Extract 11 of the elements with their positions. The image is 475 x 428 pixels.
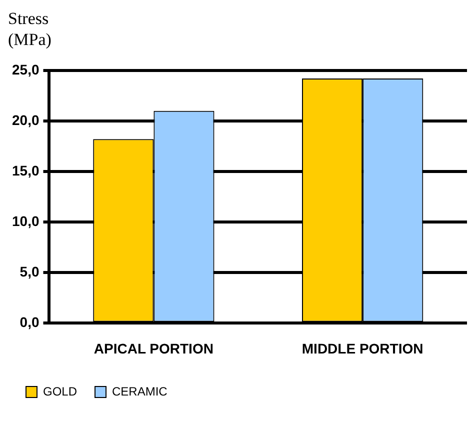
- x-tick-label: MIDDLE PORTION: [302, 340, 424, 356]
- legend-label: CERAMIC: [112, 384, 168, 398]
- legend-label: GOLD: [43, 384, 78, 398]
- y-tick-label: 5,0: [20, 264, 40, 280]
- y-tick-label: 20,0: [12, 112, 40, 128]
- y-tick-label: 10,0: [12, 212, 40, 229]
- y-axis-title: Stress (MPa): [8, 8, 52, 51]
- y-tick-label: 25,0: [12, 61, 40, 78]
- y-tick-label: 0,0: [20, 314, 40, 330]
- y-tick-label: 15,0: [12, 162, 40, 178]
- x-tick-label: APICAL PORTION: [94, 340, 214, 356]
